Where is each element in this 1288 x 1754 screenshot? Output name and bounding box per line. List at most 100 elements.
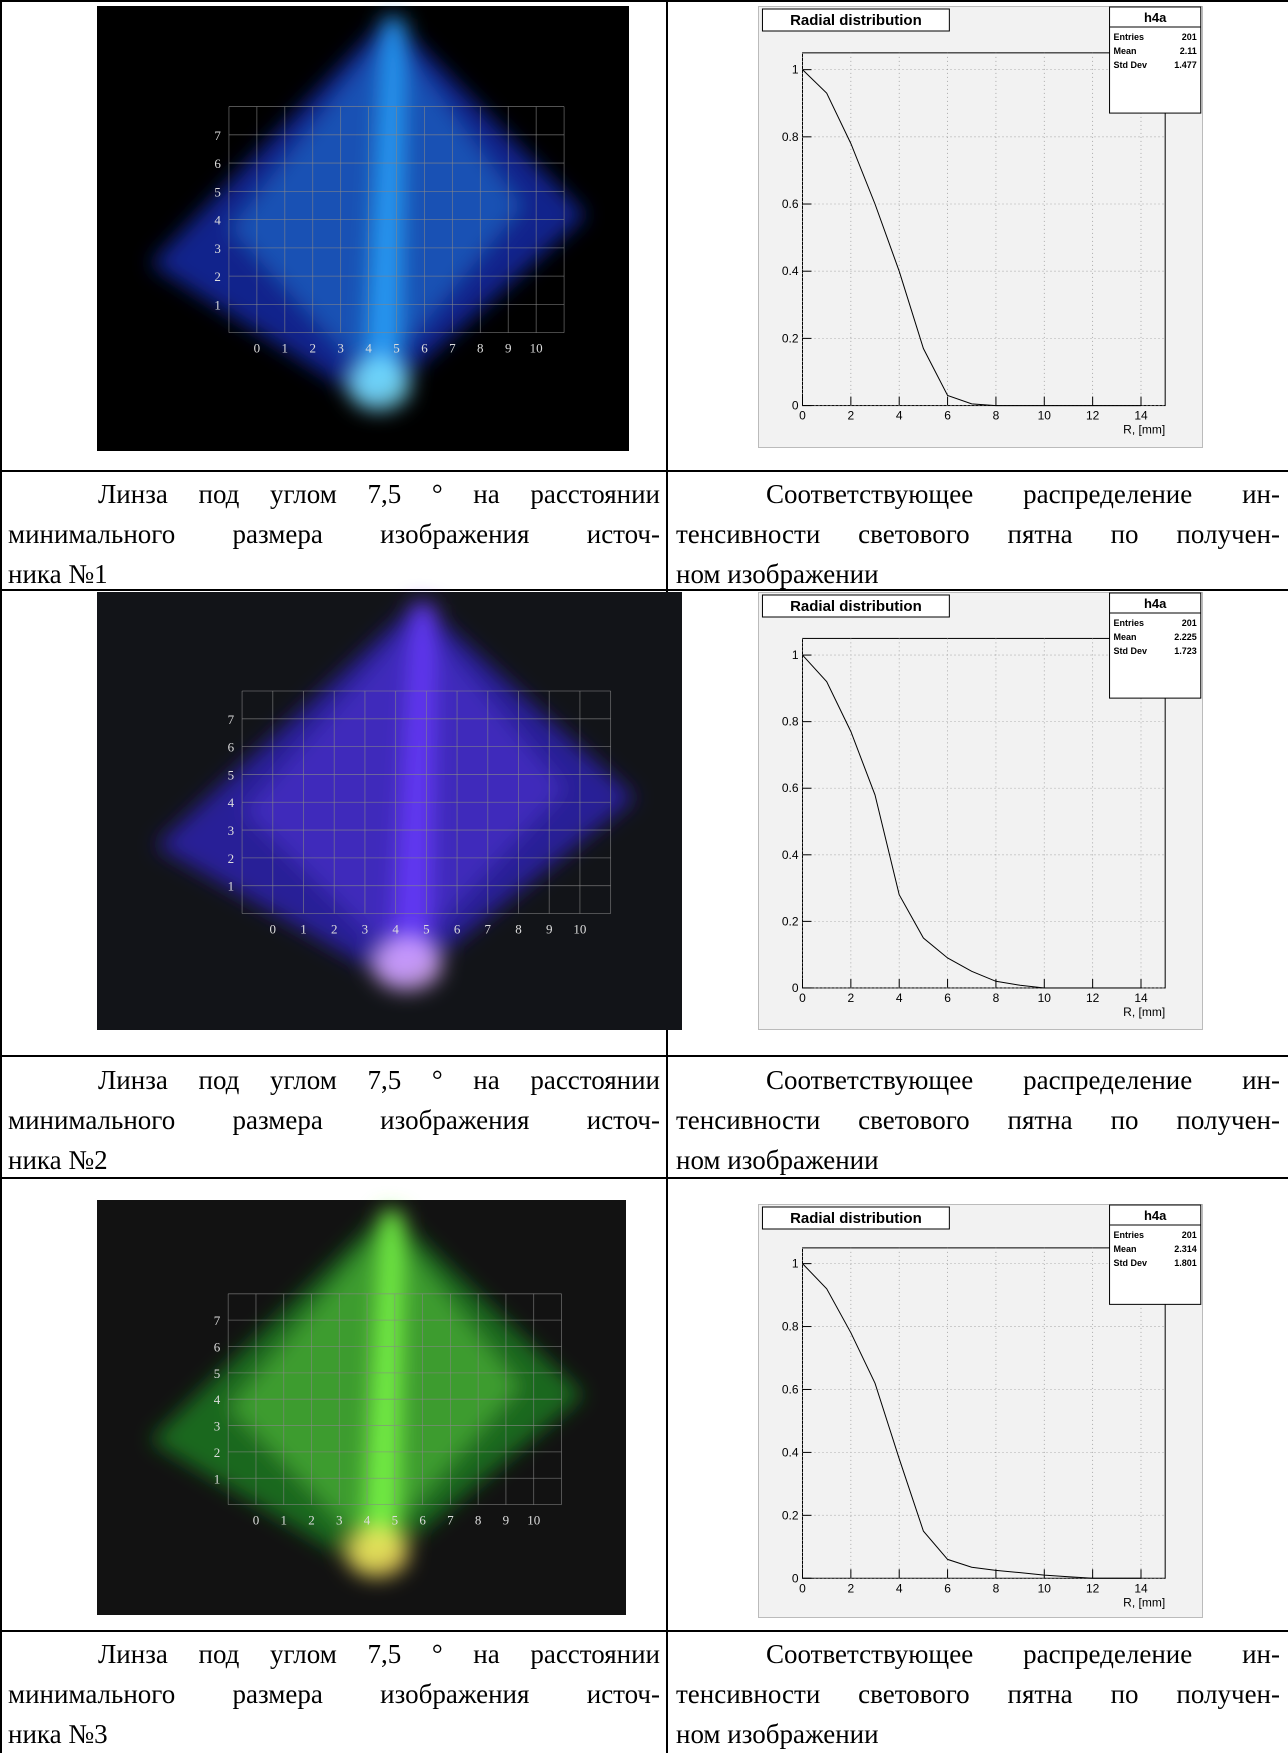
y-tick-label: 1 bbox=[792, 1257, 799, 1271]
stats-value: 201 bbox=[1182, 1230, 1197, 1240]
glow-core bbox=[345, 1527, 410, 1578]
x-tick-label: 14 bbox=[1134, 991, 1148, 1005]
photo-x-label: 6 bbox=[419, 1513, 426, 1528]
x-tick-label: 14 bbox=[1134, 409, 1148, 423]
caption-line: ника №3 bbox=[8, 1719, 108, 1749]
photo-x-label: 1 bbox=[300, 921, 307, 936]
y-tick-label: 1 bbox=[792, 63, 799, 77]
caption-line: Линза под углом 7,5 ° на расстоянии bbox=[98, 479, 660, 509]
curve bbox=[802, 69, 1141, 407]
y-tick-label: 0.8 bbox=[782, 1320, 799, 1334]
table-border bbox=[0, 0, 2, 1753]
photo-y-label: 1 bbox=[214, 297, 221, 312]
chart-title: Radial distribution bbox=[790, 1210, 922, 1227]
photo: 0 1 2 3 4 5 6 7 8 9 10 1 2 3 4 5 6 7 bbox=[97, 6, 629, 451]
photo-y-label: 4 bbox=[228, 795, 235, 810]
stats-value: 2.314 bbox=[1174, 1244, 1197, 1254]
stats-value: 201 bbox=[1182, 32, 1197, 42]
x-tick-label: 10 bbox=[1038, 991, 1052, 1005]
photo-x-label: 1 bbox=[282, 341, 289, 356]
y-tick-label: 0.4 bbox=[782, 848, 799, 862]
photo-x-label: 7 bbox=[449, 341, 456, 356]
photo-x-label: 10 bbox=[527, 1513, 540, 1528]
x-tick-label: 4 bbox=[896, 409, 903, 423]
table-border bbox=[0, 1630, 1288, 1632]
glow-core bbox=[371, 938, 443, 991]
photo: 0 1 2 3 4 5 6 7 8 9 10 1 2 3 4 5 6 7 bbox=[97, 592, 682, 1030]
x-tick-label: 6 bbox=[944, 991, 951, 1005]
frame bbox=[802, 637, 1166, 989]
photo-x-label: 9 bbox=[505, 341, 512, 356]
stats-box bbox=[1109, 6, 1202, 114]
stats-name: h4a bbox=[1144, 10, 1167, 25]
photo-y-label: 5 bbox=[228, 767, 235, 782]
photo-y-label: 2 bbox=[214, 1445, 221, 1460]
caption-line: тенсивности светового пятна по получен- bbox=[676, 519, 1280, 549]
x-tick-label: 10 bbox=[1038, 1581, 1052, 1595]
caption: Линза под углом 7,5 ° на расстоянии миним… bbox=[8, 474, 660, 594]
photo-y-label: 6 bbox=[228, 740, 235, 755]
photo: 0 1 2 3 4 5 6 7 8 9 10 1 2 3 4 5 6 7 bbox=[97, 1200, 626, 1615]
chart-title: Radial distribution bbox=[790, 598, 922, 615]
photo-x-label: 6 bbox=[454, 921, 461, 936]
curve bbox=[802, 1263, 1141, 1579]
stats-label: Entries bbox=[1114, 32, 1145, 42]
x-tick-label: 10 bbox=[1038, 409, 1052, 423]
photo-x-label: 5 bbox=[423, 921, 430, 936]
photo-y-label: 6 bbox=[214, 1339, 221, 1354]
table-border bbox=[0, 1055, 1288, 1057]
x-tick-label: 0 bbox=[799, 1581, 806, 1595]
stats-box bbox=[1109, 592, 1202, 699]
x-tick-label: 6 bbox=[944, 1581, 951, 1595]
caption-line: Соответствующее распределение ин- bbox=[766, 479, 1280, 509]
caption-line: ника №1 bbox=[8, 559, 108, 589]
caption-line: тенсивности светового пятна по получен- bbox=[676, 1105, 1280, 1135]
x-tick-label: 0 bbox=[799, 991, 806, 1005]
x-tick-label: 8 bbox=[993, 1581, 1000, 1595]
caption: Соответствующее распределение ин-тенсивн… bbox=[676, 1060, 1280, 1180]
photo-x-label: 0 bbox=[270, 921, 277, 936]
y-tick-label: 0.2 bbox=[782, 1508, 799, 1522]
photo-x-label: 6 bbox=[421, 341, 428, 356]
caption-line: Соответствующее распределение ин- bbox=[766, 1639, 1280, 1669]
stats-value: 1.801 bbox=[1174, 1258, 1197, 1268]
glow-core bbox=[347, 357, 411, 411]
photo-x-label: 9 bbox=[546, 921, 553, 936]
stats-label: Std Dev bbox=[1114, 646, 1148, 656]
caption-line: ном изображении bbox=[676, 1145, 879, 1175]
x-tick-label: 12 bbox=[1086, 1581, 1100, 1595]
title-box bbox=[761, 8, 950, 32]
photo-y-label: 5 bbox=[214, 184, 221, 199]
caption-line: ника №2 bbox=[8, 1145, 108, 1175]
caption: Линза под углом 7,5 ° на расстоянии миним… bbox=[8, 1634, 660, 1754]
photo-y-label: 1 bbox=[228, 879, 235, 894]
stats-label: Std Dev bbox=[1114, 1258, 1148, 1268]
photo-x-label: 3 bbox=[337, 341, 344, 356]
photo-x-label: 0 bbox=[254, 341, 261, 356]
table-border bbox=[0, 0, 1288, 2]
y-tick-label: 0 bbox=[792, 981, 799, 995]
x-tick-label: 12 bbox=[1086, 409, 1100, 423]
frame bbox=[802, 1247, 1166, 1579]
x-tick-label: 4 bbox=[896, 991, 903, 1005]
chart: 0 2 4 6 8 10 12 14 0 0.2 0.4 0.6 0.8 1 R, [mm] Radial d… bbox=[758, 6, 1203, 448]
caption-line: минимального размера изображения источ- bbox=[8, 1105, 660, 1135]
y-tick-label: 0.2 bbox=[782, 331, 799, 345]
y-tick-label: 0 bbox=[792, 399, 799, 413]
photo-x-label: 8 bbox=[515, 921, 522, 936]
photo-x-label: 4 bbox=[392, 921, 399, 936]
photo-x-label: 3 bbox=[362, 921, 369, 936]
stats-label: Std Dev bbox=[1114, 60, 1148, 70]
x-tick-label: 12 bbox=[1086, 991, 1100, 1005]
stats-label: Mean bbox=[1114, 632, 1137, 642]
x-tick-label: 4 bbox=[896, 1581, 903, 1595]
x-tick-label: 14 bbox=[1134, 1581, 1148, 1595]
y-tick-label: 0.2 bbox=[782, 914, 799, 928]
y-tick-label: 0.6 bbox=[782, 197, 799, 211]
photo-x-label: 5 bbox=[392, 1513, 399, 1528]
stats-value: 2.225 bbox=[1174, 632, 1197, 642]
glow-streak bbox=[361, 1208, 404, 1566]
x-axis-label: R, [mm] bbox=[1123, 1005, 1165, 1019]
chart-title: Radial distribution bbox=[790, 12, 922, 29]
